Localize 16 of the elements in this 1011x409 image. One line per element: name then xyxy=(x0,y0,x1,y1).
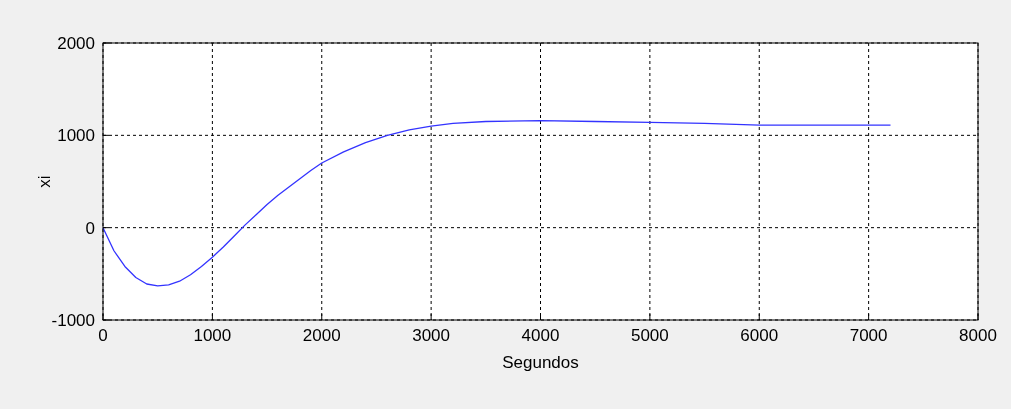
x-tick-label: 8000 xyxy=(959,326,997,345)
x-tick-label: 1000 xyxy=(193,326,232,345)
y-tick-label: -1000 xyxy=(51,311,95,330)
x-tick-label: 7000 xyxy=(849,326,888,345)
y-axis-title: xi xyxy=(35,175,54,188)
x-tick-label: 2000 xyxy=(302,326,341,345)
x-tick-label: 3000 xyxy=(412,326,451,345)
x-axis-title: Segundos xyxy=(502,353,579,372)
x-tick-label: 4000 xyxy=(521,326,560,345)
x-tick-label: 6000 xyxy=(740,326,779,345)
x-tick-label: 0 xyxy=(98,326,108,345)
y-tick-label: 0 xyxy=(85,218,95,238)
x-tick-label: 5000 xyxy=(630,326,669,345)
line-series xyxy=(102,119,892,287)
y-tick-label: 2000 xyxy=(57,34,95,53)
y-tick-label: 1000 xyxy=(57,126,95,146)
